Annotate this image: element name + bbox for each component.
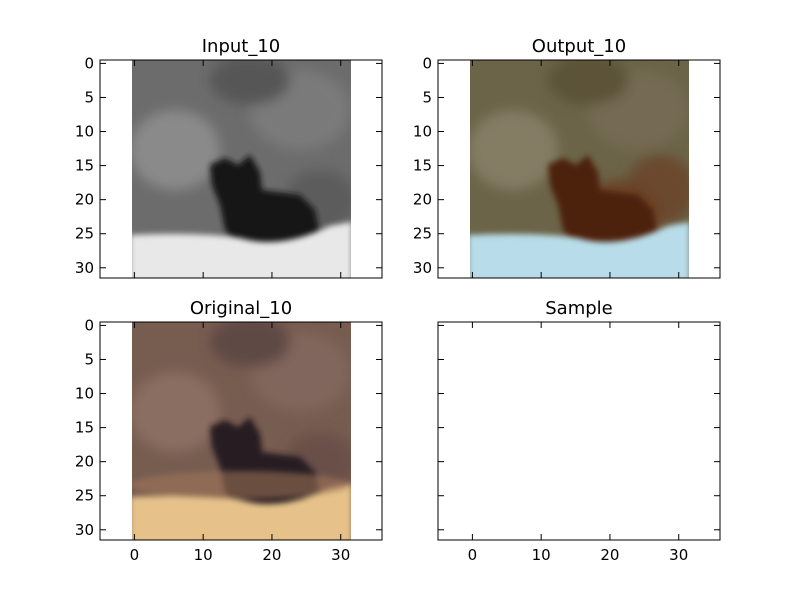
subplot-output: Output_10 0 5 10 15 20 25 30 — [413, 36, 721, 279]
ticks: 0 10 20 30 0 5 10 15 20 25 30 — [75, 316, 382, 564]
subplot-sample: Sample 0 10 20 30 — [437, 298, 721, 564]
y-tick-label: 20 — [75, 453, 94, 471]
ticks: 0 10 20 30 — [438, 322, 720, 564]
axes-frame — [99, 321, 383, 541]
ticks: 0 5 10 15 20 25 30 — [413, 54, 720, 278]
y-tick-label: 15 — [75, 419, 94, 437]
y-tick-label: 30 — [413, 259, 432, 277]
axes-frame — [99, 59, 383, 279]
y-tick-label: 20 — [75, 191, 94, 209]
y-tick-label: 25 — [75, 487, 94, 505]
image-output — [470, 60, 689, 278]
y-tick-label: 30 — [75, 259, 94, 277]
axes-frame — [437, 321, 721, 541]
y-tick-label: 0 — [84, 54, 94, 72]
y-tick-label: 30 — [75, 521, 94, 539]
axes-title: Output_10 — [532, 36, 626, 57]
y-tick-label: 5 — [422, 88, 432, 106]
y-tick-label: 0 — [422, 54, 432, 72]
y-tick-label: 10 — [75, 123, 94, 141]
subplot-original: Original_10 0 10 20 30 0 5 10 15 20 25 30 — [75, 298, 383, 564]
image-input — [132, 60, 351, 278]
image-original — [132, 322, 351, 540]
x-tick-label: 0 — [130, 546, 140, 564]
x-tick-label: 10 — [532, 546, 551, 564]
x-tick-label: 30 — [669, 546, 688, 564]
x-tick-label: 10 — [194, 546, 213, 564]
x-tick-label: 0 — [468, 546, 478, 564]
y-tick-label: 25 — [75, 225, 94, 243]
y-tick-label: 5 — [84, 350, 94, 368]
y-tick-label: 5 — [84, 88, 94, 106]
y-tick-label: 20 — [413, 191, 432, 209]
y-tick-label: 0 — [84, 316, 94, 334]
axes-title: Input_10 — [202, 36, 281, 57]
x-tick-label: 20 — [600, 546, 619, 564]
ticks: 0 5 10 15 20 25 30 — [75, 54, 382, 278]
x-tick-label: 20 — [262, 546, 281, 564]
y-tick-label: 25 — [413, 225, 432, 243]
y-tick-label: 10 — [413, 123, 432, 141]
y-tick-label: 15 — [413, 157, 432, 175]
y-tick-label: 10 — [75, 385, 94, 403]
subplot-input: Input_10 0 5 10 15 20 25 30 — [75, 36, 383, 279]
axes-title: Sample — [545, 298, 613, 319]
x-tick-label: 30 — [331, 546, 350, 564]
y-tick-label: 15 — [75, 157, 94, 175]
axes-title: Original_10 — [190, 298, 292, 319]
axes-frame — [437, 59, 721, 279]
